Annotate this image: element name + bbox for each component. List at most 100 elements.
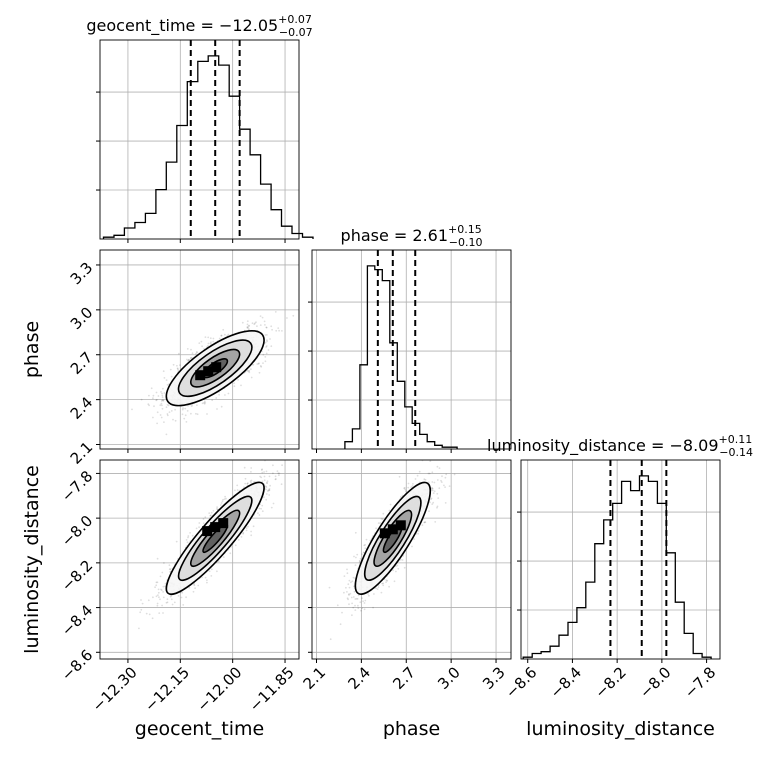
sample-point	[349, 592, 352, 595]
sample-point	[147, 599, 150, 602]
sample-point	[197, 584, 200, 587]
sample-point	[268, 489, 271, 491]
sample-point	[227, 333, 230, 336]
sample-point	[339, 623, 342, 626]
sample-point	[198, 526, 201, 529]
sample-point	[166, 598, 169, 601]
sample-point	[372, 606, 374, 609]
sample-point	[434, 521, 437, 523]
sample-point	[376, 588, 379, 590]
sample-point	[424, 521, 426, 524]
scatter-panel-geocent_time-luminosity_distance	[96, 440, 299, 663]
sample-point	[266, 480, 269, 483]
sample-point	[421, 524, 424, 526]
sample-point	[265, 346, 267, 348]
sample-point	[247, 370, 250, 373]
title-minus: −0.07	[279, 26, 313, 39]
y-axis-label-luminosity_distance: luminosity_distance	[21, 465, 43, 654]
sample-point	[265, 498, 268, 501]
sample-point	[259, 475, 261, 478]
sample-point	[428, 472, 431, 475]
sample-point	[201, 402, 204, 405]
sample-point	[203, 402, 206, 405]
sample-point	[250, 530, 253, 533]
sample-point	[242, 532, 245, 535]
sample-point	[385, 579, 388, 582]
sample-point	[210, 568, 213, 571]
sample-point	[353, 585, 355, 588]
sample-point	[190, 412, 192, 415]
histogram-luminosity_distance	[522, 475, 712, 659]
sample-point	[271, 328, 273, 331]
sample-point	[348, 586, 351, 589]
sample-point	[278, 472, 281, 475]
sample-point	[186, 358, 188, 361]
sample-point	[367, 593, 369, 595]
sample-point	[295, 440, 297, 442]
sample-point	[196, 404, 198, 406]
sample-point	[206, 581, 208, 584]
sample-point	[266, 339, 268, 341]
sample-point	[437, 497, 440, 499]
sample-point	[444, 486, 446, 488]
sample-point	[388, 509, 391, 512]
sample-point	[148, 394, 150, 397]
sample-point	[359, 560, 361, 563]
sample-point	[186, 541, 189, 544]
sample-point	[272, 472, 274, 475]
sample-point	[169, 571, 172, 573]
sample-point	[443, 484, 445, 487]
sample-point	[156, 602, 159, 605]
sample-point	[270, 506, 273, 509]
sample-point	[357, 607, 360, 610]
sample-point	[403, 487, 405, 490]
sample-point	[224, 495, 227, 498]
sample-point	[189, 532, 192, 534]
sample-point	[263, 320, 266, 323]
sample-point	[379, 522, 382, 524]
sample-point	[348, 603, 350, 606]
sample-point	[158, 596, 160, 599]
sample-point	[201, 345, 204, 348]
y-tick-label-luminosity_distance: −8.2	[58, 557, 96, 595]
sample-point	[347, 598, 349, 601]
sample-point	[345, 586, 347, 589]
sample-point	[177, 595, 180, 597]
sample-point	[209, 514, 212, 517]
sample-point	[453, 473, 456, 476]
sample-point	[155, 581, 158, 584]
sample-point	[160, 400, 163, 402]
sample-point	[276, 470, 279, 472]
sample-point	[265, 326, 268, 329]
sample-point	[162, 370, 165, 373]
sample-point	[184, 407, 187, 410]
sample-point	[261, 468, 263, 471]
sample-point	[212, 337, 215, 340]
x-axis-label-geocent_time: geocent_time	[135, 718, 264, 740]
sample-point	[140, 608, 143, 611]
sample-point	[152, 416, 154, 419]
x-tick-label-luminosity_distance: −7.8	[681, 663, 719, 701]
sample-point	[187, 535, 190, 537]
sample-point	[172, 363, 175, 366]
sample-point	[258, 371, 261, 374]
sample-point	[247, 525, 249, 528]
sample-point	[237, 539, 240, 541]
sample-point	[250, 479, 253, 482]
sample-point	[250, 368, 252, 371]
sample-point	[215, 397, 218, 399]
sample-point	[357, 604, 359, 607]
sample-point	[277, 472, 280, 475]
sample-point	[264, 356, 267, 358]
title-main: geocent_time = −12.05	[86, 16, 278, 36]
sample-point	[360, 609, 362, 612]
sample-point	[428, 457, 430, 459]
sample-point	[246, 482, 249, 485]
sample-point	[245, 529, 248, 532]
sample-point	[191, 404, 194, 406]
sample-point	[198, 342, 201, 344]
sample-point	[204, 576, 207, 579]
sample-point	[432, 501, 435, 504]
sample-point	[206, 413, 208, 415]
sample-point	[361, 597, 363, 599]
